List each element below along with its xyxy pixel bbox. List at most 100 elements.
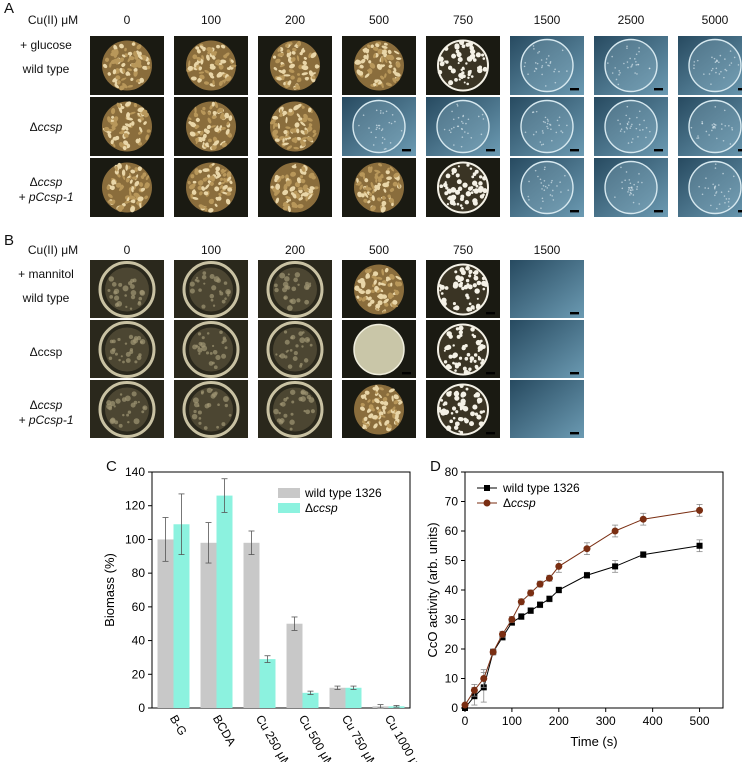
chart-d-ytick-label: 70 bbox=[445, 495, 459, 509]
chart-c-errorbar bbox=[264, 655, 271, 663]
biomass-bar-chart: 0 20 40 60 80 100 120 140 Biomass (%) B-G BCDA Cu 2… bbox=[102, 465, 420, 763]
chart-d-point-dccsp bbox=[489, 648, 497, 656]
chart-d-point-dccsp bbox=[480, 675, 488, 682]
panel-b-plate-r2-c5 bbox=[426, 320, 500, 378]
panel-c-label: C bbox=[106, 458, 117, 475]
chart-c-errorbar bbox=[350, 685, 357, 690]
chart-d-xtick-label: 400 bbox=[643, 714, 663, 728]
chart-d-xtick-label: 100 bbox=[502, 714, 522, 728]
chart-d-point-wild-type bbox=[612, 563, 619, 570]
chart-d-legend-marker bbox=[484, 485, 490, 491]
chart-d-point-dccsp bbox=[583, 545, 591, 553]
panel-a-condition-label: + glucose bbox=[20, 38, 72, 52]
chart-c-errorbar bbox=[377, 704, 384, 709]
chart-d-point-dccsp bbox=[527, 589, 535, 597]
chart-d-ytick-label: 0 bbox=[451, 701, 458, 715]
chart-d-xtick-label: 0 bbox=[462, 714, 469, 728]
chart-c-bar-dccsp-5 bbox=[345, 687, 362, 708]
panel-a-plate-r3-c5 bbox=[426, 158, 500, 217]
chart-d-point-wild-type bbox=[583, 572, 590, 579]
panel-a-plate-r1-c7 bbox=[594, 36, 668, 95]
chart-c-bar-dccsp-1 bbox=[173, 524, 190, 708]
chart-d-point-wild-type bbox=[696, 542, 703, 549]
panel-a-plate-r1-c1 bbox=[90, 36, 164, 95]
chart-d-legend-label: wild type 1326 bbox=[502, 481, 580, 495]
chart-d-point-dccsp bbox=[517, 598, 525, 606]
chart-d-point-dccsp bbox=[555, 562, 563, 570]
chart-c-xtick-label: BCDA bbox=[210, 713, 239, 749]
panel-a-plate-r2-c8 bbox=[678, 97, 742, 156]
panel-a-plate-r2-c7 bbox=[594, 97, 668, 156]
panel-b-concentration-1500: 1500 bbox=[533, 243, 561, 257]
panel-a-concentration-200: 200 bbox=[284, 13, 306, 27]
chart-c-errorbar bbox=[291, 616, 298, 631]
chart-d-ytick-label: 50 bbox=[445, 554, 459, 568]
chart-d-point-wild-type bbox=[640, 551, 647, 558]
panel-b-plate-r3-c5 bbox=[426, 380, 500, 438]
panel-a-row-label-complement: Δccsp + pCcsp-1 bbox=[4, 175, 88, 205]
chart-c-errorbar bbox=[248, 530, 255, 555]
cco-activity-line-chart: 0 10 20 30 40 50 60 70 80 0 100 200 300 400 500 Time (s… bbox=[425, 465, 724, 749]
panel-a-plate-r1-c3 bbox=[258, 36, 332, 95]
panel-b-plate-r2-c4 bbox=[342, 320, 416, 378]
chart-c-ytick-label: 120 bbox=[125, 499, 145, 513]
chart-c-ytick-label: 40 bbox=[132, 634, 146, 648]
chart-d-xtick-label: 300 bbox=[596, 714, 616, 728]
panel-b-concentration-0: 0 bbox=[123, 243, 131, 257]
chart-d-point-dccsp bbox=[696, 506, 704, 514]
panel-a-plate-grid: Cu(II) μM + glucose wild type Δccsp Δccs… bbox=[0, 0, 742, 230]
panel-a-concentration-label: Cu(II) μM bbox=[27, 13, 79, 27]
panel-a-plate-r3-c3 bbox=[258, 158, 332, 217]
panel-a-plate-r3-c7 bbox=[594, 158, 668, 217]
chart-d-legend-label: Δccsp bbox=[503, 496, 536, 510]
panel-a-plate-r2-c6 bbox=[510, 97, 584, 156]
chart-c-bar-wild-type-3 bbox=[243, 542, 260, 708]
panel-a-plate-r3-c1 bbox=[90, 158, 164, 217]
chart-c-frame bbox=[151, 471, 411, 709]
panel-a-row-label-complement-line2: + pCcsp-1 bbox=[18, 190, 74, 204]
chart-d-point-dccsp bbox=[639, 515, 647, 523]
panel-b-concentration-750: 750 bbox=[452, 243, 474, 257]
panel-a-row-label-dccsp: Δccsp bbox=[4, 120, 88, 135]
chart-d-legend-marker bbox=[483, 499, 491, 507]
panel-a-concentration-5000: 5000 bbox=[701, 13, 729, 27]
panel-b-plate-r2-c2 bbox=[174, 320, 248, 378]
panel-a-plate-r1-c4 bbox=[342, 36, 416, 95]
panel-a-row-label-dccsp-text: Δccsp bbox=[29, 120, 63, 134]
panel-b-row-label-complement: Δccsp + pCcsp-1 bbox=[4, 398, 88, 428]
chart-c-legend-label: Δccsp bbox=[305, 501, 338, 515]
panel-b-plate-r1-c1 bbox=[90, 260, 164, 318]
chart-d-point-dccsp bbox=[611, 527, 619, 535]
panel-a-plate-r3-c4 bbox=[342, 158, 416, 217]
panel-b-plate-r1-c4 bbox=[342, 260, 416, 318]
panel-a-concentration-100: 100 bbox=[200, 13, 222, 27]
chart-c-legend-label: wild type 1326 bbox=[304, 486, 382, 500]
chart-c-ytick-label: 80 bbox=[132, 566, 146, 580]
chart-c-xtick-label: Cu 750 μM bbox=[339, 713, 381, 763]
panel-b-label: B bbox=[4, 232, 15, 249]
chart-c-ylabel: Biomass (%) bbox=[102, 553, 117, 627]
panel-a-row-label-complement-line1: Δccsp bbox=[29, 175, 63, 189]
chart-d-line-dccsp bbox=[464, 509, 700, 706]
chart-c-errorbar bbox=[307, 690, 314, 695]
panel-b-plate-r1-c3 bbox=[258, 260, 332, 318]
panel-a-plate-r1-c5 bbox=[426, 36, 500, 95]
chart-c-bar-wild-type-1 bbox=[157, 539, 174, 708]
panel-a-plate-r2-c4 bbox=[342, 97, 416, 156]
chart-c-ytick-label: 0 bbox=[138, 701, 145, 715]
chart-c-bar-dccsp-4 bbox=[302, 692, 319, 708]
panel-a-concentration-750: 750 bbox=[452, 13, 474, 27]
panel-a-plate-r2-c5 bbox=[426, 97, 500, 156]
chart-d-point-dccsp bbox=[545, 574, 553, 582]
panel-a-plate-r1-c6 bbox=[510, 36, 584, 95]
chart-d-point-dccsp bbox=[536, 580, 544, 588]
chart-d-ytick-label: 40 bbox=[445, 583, 459, 597]
chart-c-ytick-label: 140 bbox=[125, 465, 145, 479]
panel-b-concentration-200: 200 bbox=[284, 243, 306, 257]
chart-d-point-dccsp bbox=[499, 630, 507, 638]
chart-c-ytick-label: 60 bbox=[132, 600, 146, 614]
panel-b-plate-r2-c6 bbox=[510, 320, 584, 378]
panel-a-row-label-wild-type: wild type bbox=[22, 62, 70, 76]
chart-d-xtick-label: 200 bbox=[549, 714, 569, 728]
chart-c-xtick-label: Cu 1000 μM bbox=[382, 713, 420, 763]
